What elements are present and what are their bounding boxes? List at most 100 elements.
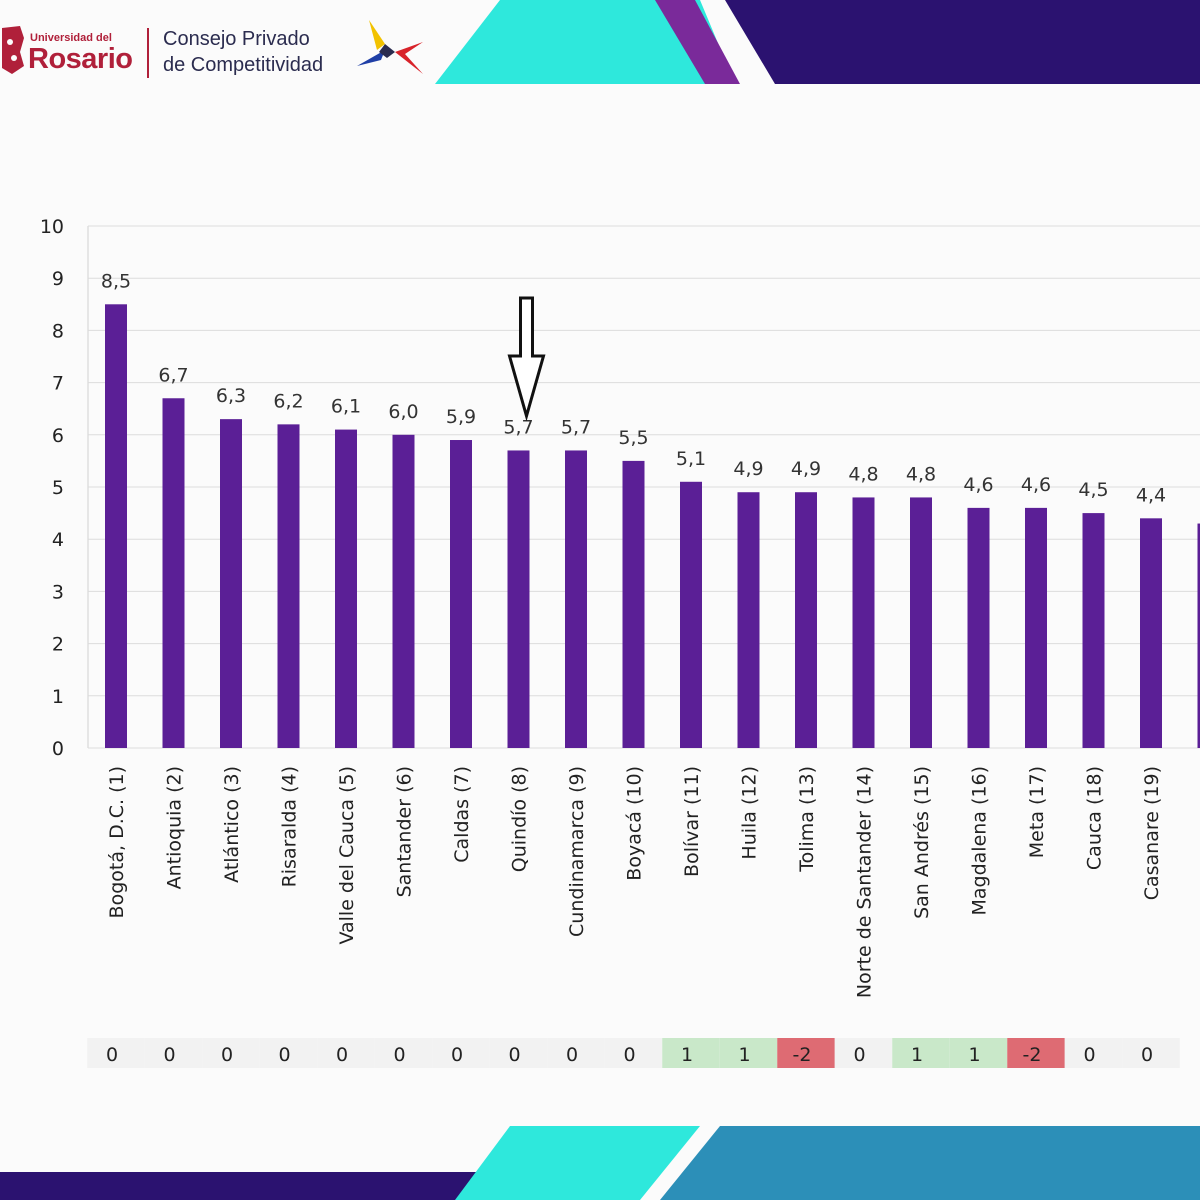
x-category-label: San Andrés (15)	[911, 766, 933, 919]
rank-change-cell	[432, 1038, 490, 1068]
x-category-label: Meta (17)	[1026, 766, 1048, 858]
y-tick-label: 5	[52, 477, 64, 499]
rank-change-label: 0	[221, 1044, 233, 1066]
bar-value-label: 6,7	[158, 364, 188, 386]
rank-change-label: 0	[623, 1044, 635, 1066]
rank-change-cell	[144, 1038, 203, 1068]
bar-value-label: 4,9	[791, 458, 821, 480]
bar	[1197, 523, 1200, 748]
footer-purple-band	[0, 1172, 500, 1200]
bar-value-label: 4,6	[1021, 474, 1051, 496]
x-category-label: Cauca (18)	[1084, 766, 1106, 870]
rank-change-label: -2	[793, 1044, 812, 1066]
bar-value-label: 4,9	[733, 458, 763, 480]
header-decoration	[435, 0, 1200, 84]
rank-change-label: 0	[1083, 1044, 1095, 1066]
x-category-label: Bolívar (11)	[681, 766, 703, 877]
bar-value-label: 6,3	[216, 385, 246, 407]
rank-change-label: 0	[278, 1044, 290, 1066]
header-teal-shape	[435, 0, 735, 84]
rank-change-cell	[1122, 1038, 1180, 1068]
bar	[737, 492, 760, 748]
bar	[565, 450, 587, 748]
bar-value-label: 8,5	[101, 270, 131, 292]
bar-value-label: 5,7	[561, 416, 591, 438]
bar	[852, 497, 875, 748]
bar-value-label: 5,9	[446, 406, 476, 428]
bar	[335, 429, 357, 748]
x-category-label: Caldas (7)	[451, 766, 473, 863]
bar	[910, 497, 932, 748]
rank-change-label: 0	[336, 1044, 348, 1066]
rank-change-label: 0	[163, 1044, 175, 1066]
bar-value-label: 5,1	[676, 448, 706, 470]
rank-change-cell	[317, 1038, 375, 1068]
bar	[277, 424, 300, 748]
rank-change-cell	[374, 1038, 433, 1068]
x-category-label: Boyacá (10)	[624, 766, 646, 881]
bar-value-label: 6,1	[331, 396, 361, 418]
bar-value-label: 4,6	[963, 474, 993, 496]
rank-change-cell	[604, 1038, 663, 1068]
footer-decoration	[0, 1126, 1200, 1200]
y-tick-label: 4	[52, 529, 64, 551]
bar-value-label: 6,0	[388, 401, 418, 423]
rank-change-cell	[719, 1038, 778, 1068]
bar	[1082, 513, 1105, 748]
rank-change-label: 1	[911, 1044, 923, 1066]
bar	[967, 507, 990, 748]
y-tick-label: 2	[52, 634, 64, 656]
bar	[450, 440, 472, 748]
bar	[220, 419, 242, 748]
rank-change-label: 1	[681, 1044, 693, 1066]
rank-change-cell	[547, 1038, 605, 1068]
rank-change-label: 0	[853, 1044, 865, 1066]
bar	[680, 481, 702, 748]
rank-change-label: 0	[393, 1044, 405, 1066]
bar-value-label: 6,2	[273, 390, 303, 412]
y-tick-label: 10	[40, 216, 64, 238]
rank-change-label: 1	[968, 1044, 980, 1066]
x-category-label: Santander (6)	[394, 766, 416, 897]
council-label-line1: Consejo Privado	[163, 28, 310, 50]
bar-value-label: 5,5	[618, 427, 648, 449]
bar-value-label: 5,7	[503, 416, 533, 438]
bar	[1140, 518, 1162, 748]
bar-value-label: 4,4	[1136, 484, 1166, 506]
rank-change-label: 0	[451, 1044, 463, 1066]
rank-change-cell	[259, 1038, 318, 1068]
rank-change-label: 0	[566, 1044, 578, 1066]
rank-change-cell	[949, 1038, 1008, 1068]
y-tick-label: 9	[52, 268, 64, 290]
bar	[507, 450, 530, 748]
x-category-label: Bogotá, D.C. (1)	[106, 766, 128, 918]
rank-change-cell	[834, 1038, 893, 1068]
rank-change-cell	[1064, 1038, 1123, 1068]
rank-change-cell	[662, 1038, 720, 1068]
university-shield-icon	[2, 26, 24, 74]
header-banner: Universidad del Rosario Consejo Privado …	[0, 0, 1200, 88]
bar	[162, 398, 185, 748]
rank-change-label: 0	[106, 1044, 118, 1066]
x-category-label: Tolima (13)	[796, 766, 818, 873]
y-tick-label: 7	[52, 373, 64, 395]
x-category-label: Norte de Santander (14)	[854, 766, 876, 998]
footer-banner	[0, 1120, 1200, 1200]
down-arrow-icon	[507, 296, 546, 422]
rank-change-label: 0	[508, 1044, 520, 1066]
header-divider	[147, 28, 149, 78]
bar	[392, 434, 415, 748]
rank-change-cell	[87, 1038, 145, 1068]
university-label-small: Universidad del	[30, 32, 112, 44]
footer-blue-band	[660, 1126, 1200, 1200]
x-category-label: Atlántico (3)	[221, 766, 243, 883]
footer-teal-shape	[455, 1126, 700, 1200]
x-category-label: Casanare (19)	[1141, 766, 1163, 900]
rank-change-label: 0	[1141, 1044, 1153, 1066]
header-violet-stripe	[655, 0, 740, 84]
x-category-label: Antioquia (2)	[164, 766, 186, 889]
rank-change-label: 1	[738, 1044, 750, 1066]
council-star-logo-icon	[357, 20, 423, 74]
x-category-label: Risaralda (4)	[279, 766, 301, 887]
